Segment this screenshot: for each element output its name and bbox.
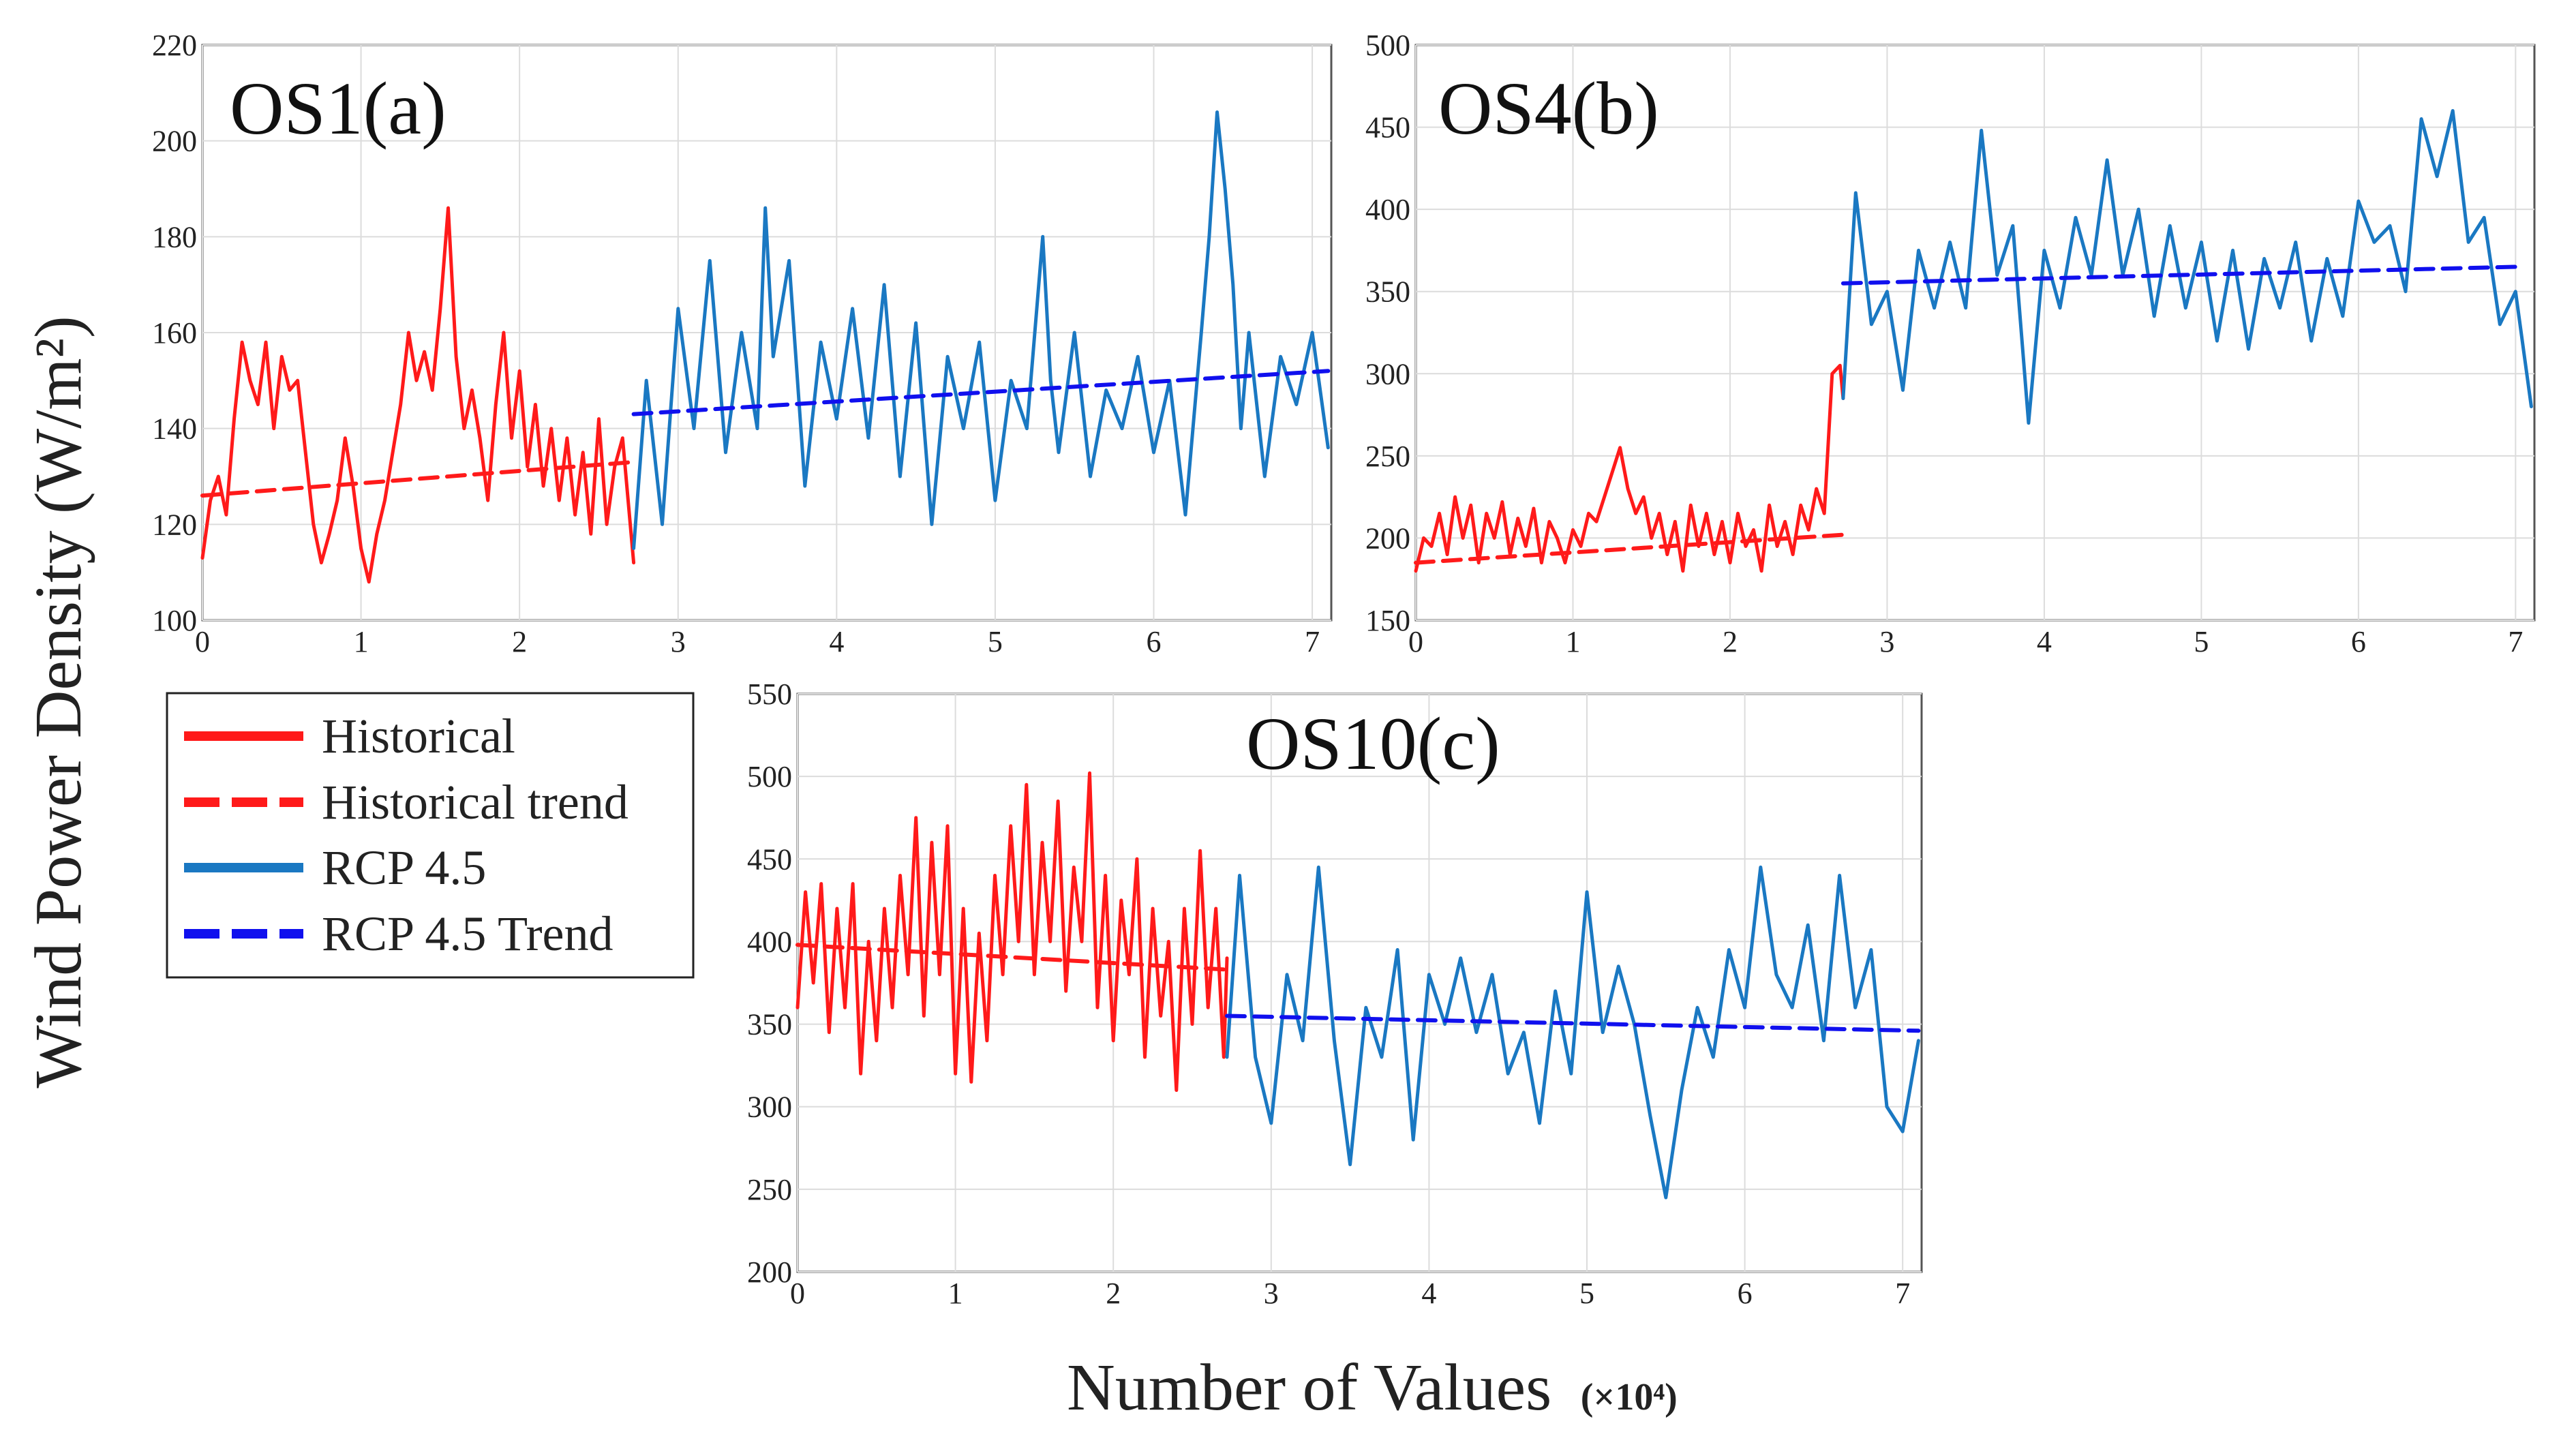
legend-label-historical-trend: Historical trend	[322, 775, 628, 829]
x-tick-label: 7	[2508, 625, 2523, 658]
y-tick-label: 150	[1365, 604, 1410, 637]
x-tick-label: 0	[1408, 625, 1423, 658]
y-tick-label: 300	[1365, 357, 1410, 391]
x-tick-label: 3	[671, 625, 686, 658]
y-tick-label: 350	[1365, 275, 1410, 309]
x-tick-label: 0	[790, 1277, 805, 1310]
legend-item-rcp45: RCP 4.5	[184, 840, 486, 895]
x-tick-label: 1	[354, 625, 369, 658]
legend-label-rcp45: RCP 4.5	[322, 840, 486, 895]
series-os10	[795, 771, 1921, 1200]
x-tick-label: 3	[1879, 625, 1894, 658]
series-historical-line	[795, 771, 1229, 1092]
panel-os10: 0 1 2 3 4 5 6 7 200 250 300 350 400 450 500 550 OS10(c)	[747, 677, 1923, 1310]
x-tick-label: 2	[1106, 1277, 1121, 1310]
series-rcp-4-5-trend-line	[631, 369, 1331, 416]
x-tick-label: 4	[829, 625, 844, 658]
series-historical-trend-line	[795, 943, 1229, 972]
x-tick-label: 2	[1723, 625, 1738, 658]
series-rcp-4-5-line	[632, 110, 1330, 550]
panel-title-os10: OS10(c)	[1246, 702, 1500, 785]
panel-title-os4: OS4(b)	[1438, 67, 1659, 150]
y-tick-label: 400	[1365, 193, 1410, 226]
series-os1	[200, 110, 1331, 584]
y-tick-label: 300	[747, 1091, 792, 1124]
series-historical-line	[200, 206, 636, 584]
legend-item-historical: Historical	[184, 709, 515, 763]
y-tick-label: 160	[152, 316, 197, 350]
ticks-os10: 0 1 2 3 4 5 6 7 200 250 300 350 400 450 500 550	[747, 677, 1910, 1310]
y-tick-label: 550	[747, 677, 792, 711]
legend-label-rcp45-trend: RCP 4.5 Trend	[322, 907, 613, 961]
y-tick-label: 200	[152, 125, 197, 158]
y-tick-label: 180	[152, 220, 197, 254]
series-os4	[1414, 109, 2533, 573]
gridlines-os10	[797, 693, 1922, 1273]
series-rcp-4-5-trend-line	[1840, 264, 2518, 286]
y-axis-title: Wind Power Density (W/m²)	[22, 316, 95, 1088]
x-tick-label: 6	[1147, 625, 1162, 658]
y-tick-label: 100	[152, 604, 197, 637]
x-tick-label: 2	[512, 625, 527, 658]
x-tick-label: 3	[1264, 1277, 1279, 1310]
x-tick-label: 4	[2037, 625, 2052, 658]
ticks-os4: 0 1 2 3 4 5 6 7 150 200 250 300 350 400 450 500	[1365, 29, 2523, 658]
y-tick-label: 500	[1365, 29, 1410, 62]
y-tick-label: 350	[747, 1008, 792, 1041]
y-tick-label: 200	[747, 1255, 792, 1289]
ticks-os1: 0 1 2 3 4 5 6 7 100 120 140 160 180 200 220	[152, 29, 1320, 658]
series-rcp-4-5-line	[1841, 109, 2533, 425]
x-axis-multiplier: (×10⁴)	[1581, 1376, 1678, 1418]
y-tick-label: 220	[152, 29, 197, 62]
y-tick-label: 200	[1365, 521, 1410, 555]
y-tick-label: 450	[747, 842, 792, 876]
y-tick-label: 140	[152, 412, 197, 446]
panel-os1: 0 1 2 3 4 5 6 7 100 120 140 160 180 200 220 OS1(a)	[152, 29, 1333, 658]
y-tick-label: 400	[747, 925, 792, 958]
legend-item-historical-trend: Historical trend	[184, 775, 628, 829]
x-axis-title: Number of Values (×10⁴)	[1067, 1351, 1678, 1425]
x-tick-label: 5	[2194, 625, 2209, 658]
x-tick-label: 1	[948, 1277, 963, 1310]
legend: Historical Historical trend RCP 4.5 RCP …	[166, 692, 695, 979]
x-tick-label: 0	[195, 625, 210, 658]
panel-os4: 0 1 2 3 4 5 6 7 150 200 250 300 350 400 450 500 OS4(b)	[1365, 29, 2536, 658]
series-rcp-4-5-trend-line	[1225, 1014, 1921, 1033]
legend-label-historical: Historical	[322, 709, 515, 763]
y-tick-label: 250	[747, 1173, 792, 1206]
x-tick-label: 5	[1579, 1277, 1594, 1310]
y-tick-label: 250	[1365, 440, 1410, 473]
x-tick-label: 7	[1305, 625, 1320, 658]
legend-item-rcp45-trend: RCP 4.5 Trend	[184, 907, 613, 961]
x-tick-label: 6	[1738, 1277, 1753, 1310]
series-rcp-4-5-line	[1225, 865, 1920, 1200]
x-tick-label: 1	[1565, 625, 1580, 658]
series-historical-trend-line	[200, 459, 636, 498]
y-tick-label: 500	[747, 760, 792, 793]
gridlines-os4	[1415, 44, 2534, 621]
y-tick-label: 450	[1365, 111, 1410, 144]
x-tick-label: 7	[1895, 1277, 1910, 1310]
x-axis-title-text: Number of Values	[1067, 1351, 1551, 1425]
x-tick-label: 6	[2351, 625, 2366, 658]
x-tick-label: 4	[1421, 1277, 1436, 1310]
panel-title-os1: OS1(a)	[230, 67, 446, 150]
y-tick-label: 120	[152, 508, 197, 541]
x-tick-label: 5	[988, 625, 1003, 658]
series-historical-trend-line	[1414, 532, 1845, 565]
